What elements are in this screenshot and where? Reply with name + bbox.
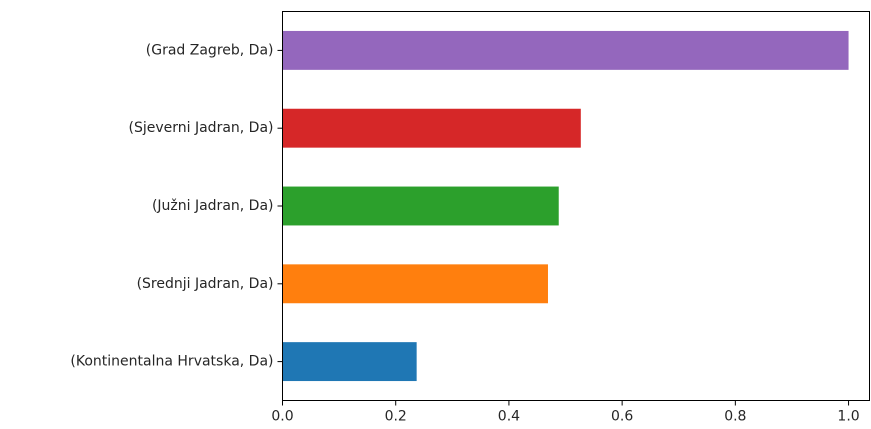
x-tick-label: 0.4 bbox=[498, 409, 520, 425]
bar-juzni-jadran-da bbox=[282, 186, 559, 226]
x-tick-label: 1.0 bbox=[837, 409, 859, 425]
plot-frame bbox=[282, 11, 870, 401]
bar-sjeverni-jadran-da bbox=[282, 108, 581, 148]
bar-srednji-jadran-da bbox=[282, 264, 548, 304]
x-tick-label: 0.8 bbox=[724, 409, 746, 425]
y-tick-label: (Južni Jadran, Da) bbox=[152, 198, 274, 214]
x-axis: 0.0 0.2 0.4 0.6 0.8 1.0 bbox=[271, 400, 860, 425]
bar-kontinentalna-hrvatska-da bbox=[282, 342, 417, 382]
x-tick-label: 0.0 bbox=[271, 409, 293, 425]
bar-grad-zagreb-da bbox=[282, 30, 849, 70]
x-tick-label: 0.2 bbox=[385, 409, 407, 425]
y-tick-label: (Kontinentalna Hrvatska, Da) bbox=[70, 354, 273, 370]
y-axis: (Kontinentalna Hrvatska, Da) (Srednji Jad… bbox=[70, 42, 283, 370]
y-tick-label: (Srednji Jadran, Da) bbox=[137, 276, 274, 292]
x-tick-label: 0.6 bbox=[611, 409, 633, 425]
y-tick-label: (Grad Zagreb, Da) bbox=[146, 42, 274, 58]
y-tick-label: (Sjeverni Jadran, Da) bbox=[129, 120, 274, 136]
bars-layer bbox=[282, 30, 849, 382]
